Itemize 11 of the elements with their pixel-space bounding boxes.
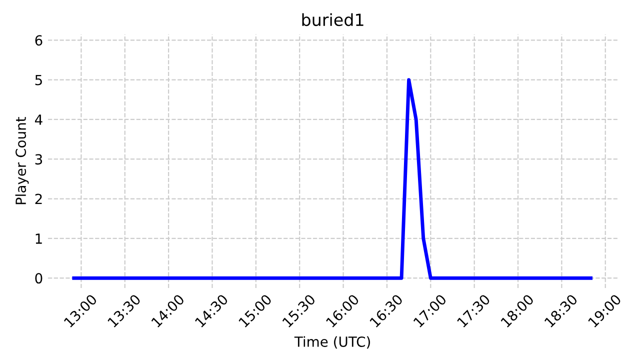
y-tick-label: 0 [35, 273, 42, 284]
y-tick-label: 5 [35, 74, 42, 86]
chart-title: buried1 [302, 13, 364, 26]
y-tick-label: 4 [34, 114, 42, 125]
y-tick-label: 3 [35, 154, 42, 165]
x-axis-title: Time (UTC) [294, 336, 370, 349]
y-tick-label: 1 [36, 234, 42, 244]
line-series [72, 78, 593, 280]
y-tick-label: 2 [35, 194, 42, 204]
y-axis-title: Player Count [15, 116, 29, 204]
y-tick-label: 6 [35, 35, 42, 46]
